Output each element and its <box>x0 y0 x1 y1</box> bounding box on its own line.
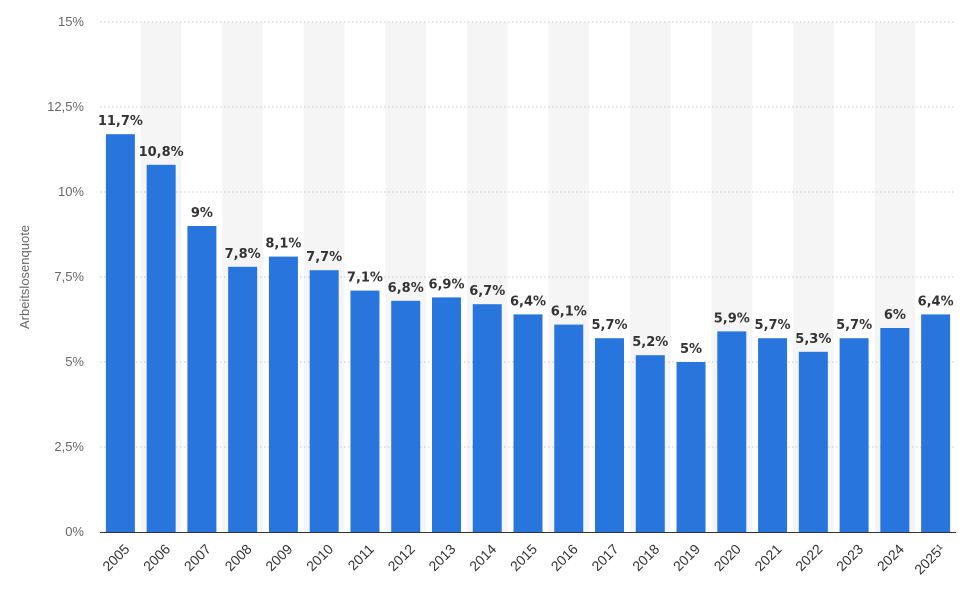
data-label: 5,2% <box>632 335 668 350</box>
data-label: 5% <box>680 342 702 357</box>
data-label: 7,7% <box>306 250 342 265</box>
bar[interactable] <box>105 134 135 532</box>
x-tick-label: 2019 <box>670 541 703 574</box>
x-tick-label: 2006 <box>140 541 173 574</box>
x-axis-tick-labels: 2005 2006 2007 2008 2009 2010 2011 2012 2013 2014… <box>99 541 948 578</box>
data-label: 6,7% <box>469 284 505 299</box>
data-label: 6% <box>884 308 906 323</box>
data-label: 9% <box>191 206 213 221</box>
x-tick-label: 2007 <box>181 541 214 574</box>
x-tick-label: 2009 <box>262 541 295 574</box>
x-tick-label: 2016 <box>548 541 581 574</box>
bar[interactable] <box>431 297 461 532</box>
bar[interactable] <box>758 338 788 532</box>
bar[interactable] <box>798 351 828 532</box>
x-tick-label: 2018 <box>629 541 662 574</box>
x-tick-label: 2005 <box>99 541 132 574</box>
bar[interactable] <box>513 314 543 532</box>
y-tick-label: 5% <box>65 354 84 369</box>
y-axis-title: Arbeitslosenquote <box>17 225 32 329</box>
bar[interactable] <box>595 338 625 532</box>
y-tick-label: 0% <box>65 524 84 539</box>
y-axis-tick-labels: 0% 2,5% 5% 7,5% 10% 12,5% 15% <box>47 14 84 539</box>
data-label: 8,1% <box>265 237 301 252</box>
y-tick-label: 10% <box>58 184 84 199</box>
data-label: 11,7% <box>98 114 143 129</box>
data-label: 6,4% <box>918 294 954 309</box>
bar[interactable] <box>717 331 747 532</box>
bar[interactable] <box>676 362 706 532</box>
bar[interactable] <box>880 328 910 532</box>
y-tick-label: 7,5% <box>54 269 84 284</box>
bar[interactable] <box>350 290 380 532</box>
x-tick-label: 2014 <box>466 541 499 574</box>
data-label: 6,8% <box>388 281 424 296</box>
x-tick-label: 2015 <box>507 541 540 574</box>
bars <box>105 134 951 533</box>
data-label: 5,3% <box>795 332 831 347</box>
data-label: 7,8% <box>225 247 261 262</box>
x-tick-label: 2012 <box>384 541 417 574</box>
x-tick-label: 2011 <box>344 541 377 574</box>
y-tick-label: 15% <box>58 14 84 29</box>
bar[interactable] <box>309 270 339 532</box>
bar[interactable] <box>921 314 951 532</box>
x-tick-label: 2022 <box>792 541 825 574</box>
x-tick-label: 2021 <box>751 541 784 574</box>
y-tick-label: 2,5% <box>54 439 84 454</box>
bar[interactable] <box>228 266 258 532</box>
bar[interactable] <box>554 324 584 532</box>
x-tick-label: 2010 <box>303 541 336 574</box>
data-label: 6,9% <box>428 277 464 292</box>
bar[interactable] <box>187 226 217 532</box>
x-tick-label: 2013 <box>425 541 458 574</box>
x-tick-label: 2024 <box>874 541 907 574</box>
bar[interactable] <box>839 338 869 532</box>
bar[interactable] <box>268 256 298 532</box>
bar[interactable] <box>146 164 176 533</box>
x-tick-label: 2023 <box>833 541 866 574</box>
y-tick-label: 12,5% <box>47 99 84 114</box>
data-label: 5,7% <box>591 318 627 333</box>
data-label: 6,1% <box>551 305 587 320</box>
bar[interactable] <box>472 304 502 532</box>
bar[interactable] <box>391 300 421 532</box>
data-label: 10,8% <box>139 145 184 160</box>
data-label: 5,7% <box>755 318 791 333</box>
bar[interactable] <box>635 355 665 532</box>
x-tick-label: 2025¹ <box>911 541 948 578</box>
x-tick-label: 2008 <box>221 541 254 574</box>
data-label: 7,1% <box>347 271 383 286</box>
data-labels: 11,7% 10,8% 9% 7,8% 8,1% 7,7% 7,1% 6,8% 6,9% 6,7%… <box>98 114 954 357</box>
data-label: 5,9% <box>714 311 750 326</box>
x-tick-label: 2020 <box>711 541 744 574</box>
x-tick-label: 2017 <box>588 541 621 574</box>
data-label: 5,7% <box>836 318 872 333</box>
data-label: 6,4% <box>510 294 546 309</box>
